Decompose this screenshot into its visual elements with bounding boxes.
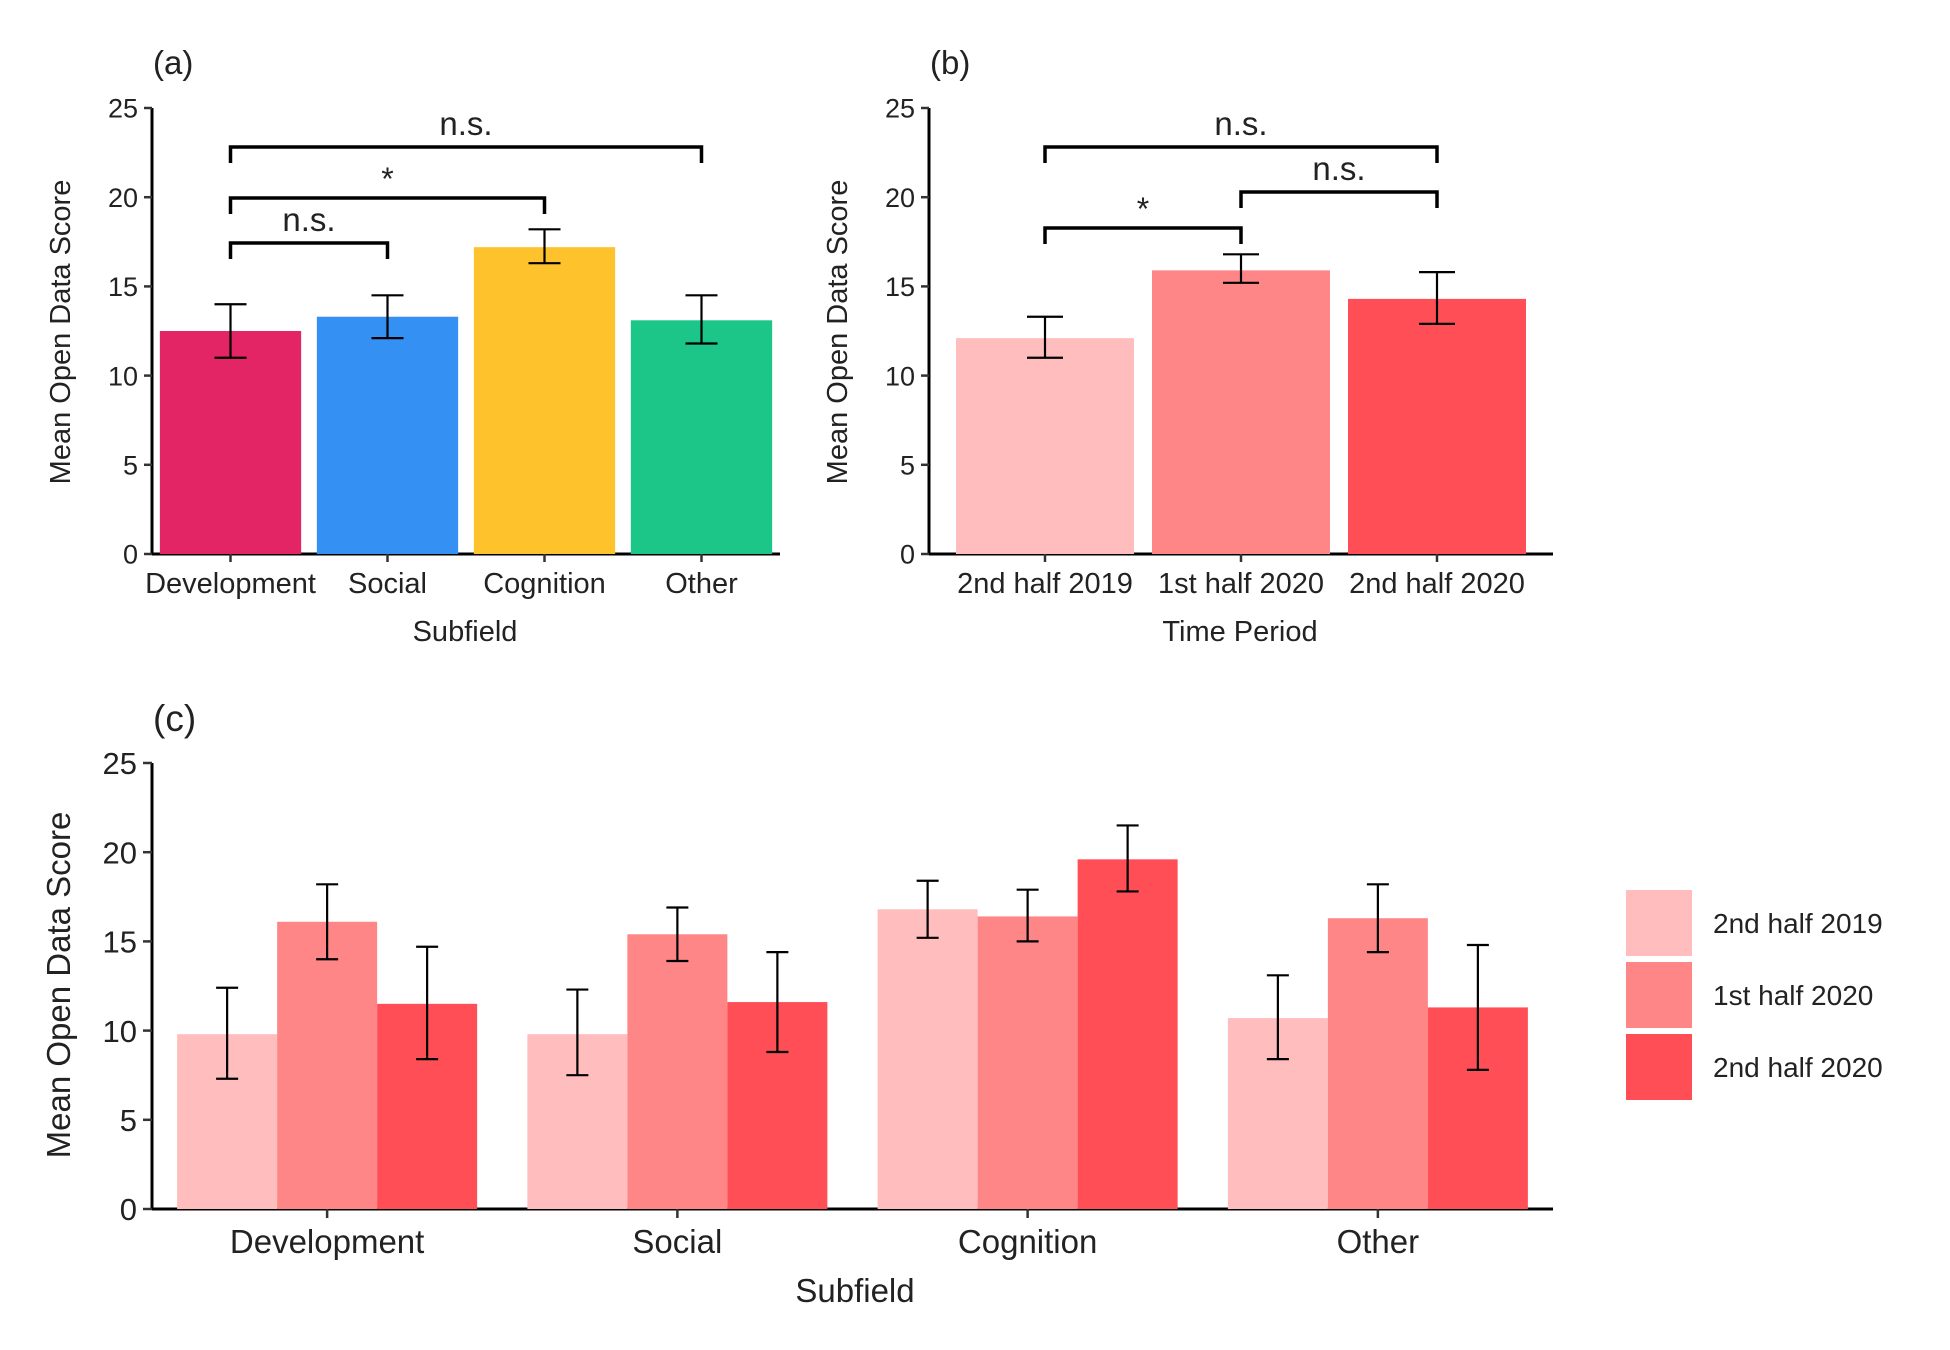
y-tick-label: 0 xyxy=(123,540,138,570)
panel-b-plot-area: 0 5 10 15 20 25 2nd half 2019 1st half 2020 2nd … xyxy=(885,94,1553,600)
significance-label: n.s. xyxy=(1214,105,1267,142)
panel-a-label: (a) xyxy=(153,44,193,81)
significance-bracket xyxy=(228,145,704,163)
x-tick-label: Development xyxy=(145,568,316,600)
y-tick-label: 15 xyxy=(103,925,137,960)
x-tick-label: Other xyxy=(665,568,738,600)
significance-label: n.s. xyxy=(282,201,335,238)
legend-label-1: 2nd half 2019 xyxy=(1713,908,1883,939)
x-tick-label: 2nd half 2019 xyxy=(957,568,1133,600)
panel-c-y-axis-label: Mean Open Data Score xyxy=(40,812,77,1159)
panel-b-x-axis-label: Time Period xyxy=(1162,616,1317,648)
x-tick-label: Social xyxy=(348,568,427,600)
panel-a-y-axis-label: Mean Open Data Score xyxy=(45,180,77,485)
bar-other-series-2 xyxy=(1327,918,1428,1209)
y-tick-label: 25 xyxy=(103,746,137,781)
y-tick-label: 5 xyxy=(900,451,915,481)
y-tick-label: 20 xyxy=(108,183,138,213)
significance-label: n.s. xyxy=(1312,150,1365,187)
y-tick-label: 5 xyxy=(123,451,138,481)
legend-swatch-2 xyxy=(1626,962,1692,1028)
legend-label-2: 1st half 2020 xyxy=(1713,980,1873,1011)
y-tick-label: 25 xyxy=(108,94,138,124)
bar-cognition-series-1 xyxy=(877,909,978,1209)
significance-label: * xyxy=(1137,191,1149,227)
y-tick-label: 15 xyxy=(108,272,138,302)
y-tick-label: 5 xyxy=(120,1103,137,1138)
bar-period-2 xyxy=(1152,270,1330,554)
y-tick-label: 10 xyxy=(103,1014,137,1049)
x-tick-label: Cognition xyxy=(958,1223,1097,1260)
y-tick-label: 20 xyxy=(885,183,915,213)
bar-cognition xyxy=(473,247,616,555)
significance-label: n.s. xyxy=(439,105,492,142)
x-tick-label: Social xyxy=(632,1223,722,1260)
y-tick-label: 10 xyxy=(885,361,915,391)
panel-c-label: (c) xyxy=(153,698,196,739)
bar-cognition-series-2 xyxy=(977,916,1078,1209)
panel-b-y-axis-label: Mean Open Data Score xyxy=(822,180,854,485)
bar-period-1 xyxy=(956,338,1134,554)
y-tick-label: 0 xyxy=(120,1192,137,1227)
bar-development xyxy=(159,331,302,554)
bar-other xyxy=(630,320,773,554)
panel-a-plot-area: 0 5 10 15 20 25 Development Social Cognition Othe… xyxy=(108,94,780,600)
x-tick-label: Cognition xyxy=(483,568,606,600)
significance-bracket xyxy=(228,196,547,214)
panel-a-x-axis-label: Subfield xyxy=(413,616,518,648)
y-tick-label: 20 xyxy=(103,835,137,870)
y-tick-label: 25 xyxy=(885,94,915,124)
panel-c: (c) Mean Open Data Score Subfield 0 5 10 15… xyxy=(40,698,1883,1309)
panel-c-legend: 2nd half 2019 1st half 2020 2nd half 2020 xyxy=(1626,890,1883,1100)
bar-cognition-series-3 xyxy=(1077,859,1178,1209)
x-tick-label: Development xyxy=(230,1223,424,1260)
panel-c-plot-area: 0 5 10 15 20 25 Development Social Cognition Othe… xyxy=(103,746,1553,1260)
bar-period-3 xyxy=(1348,298,1526,554)
panel-b-label: (b) xyxy=(930,44,970,81)
x-tick-label: 1st half 2020 xyxy=(1158,568,1324,600)
significance-bracket xyxy=(1043,145,1439,163)
panel-a: (a) Mean Open Data Score Subfield 0 5 10 15… xyxy=(45,44,780,648)
bar-social-series-2 xyxy=(627,934,728,1209)
significance-bracket xyxy=(228,241,390,259)
x-tick-label: 2nd half 2020 xyxy=(1349,568,1525,600)
significance-bracket xyxy=(1043,226,1243,244)
y-tick-label: 15 xyxy=(885,272,915,302)
legend-swatch-3 xyxy=(1626,1034,1692,1100)
x-tick-label: Other xyxy=(1337,1223,1420,1260)
bar-social xyxy=(316,316,459,554)
panel-c-x-axis-label: Subfield xyxy=(795,1272,914,1309)
panel-b: (b) Mean Open Data Score Time Period 0 5 1… xyxy=(822,44,1553,648)
legend-label-3: 2nd half 2020 xyxy=(1713,1052,1883,1083)
bar-development-series-2 xyxy=(277,921,378,1209)
legend-swatch-1 xyxy=(1626,890,1692,956)
y-tick-label: 10 xyxy=(108,361,138,391)
significance-label: * xyxy=(381,161,393,197)
significance-bracket xyxy=(1239,190,1439,208)
y-tick-label: 0 xyxy=(900,540,915,570)
